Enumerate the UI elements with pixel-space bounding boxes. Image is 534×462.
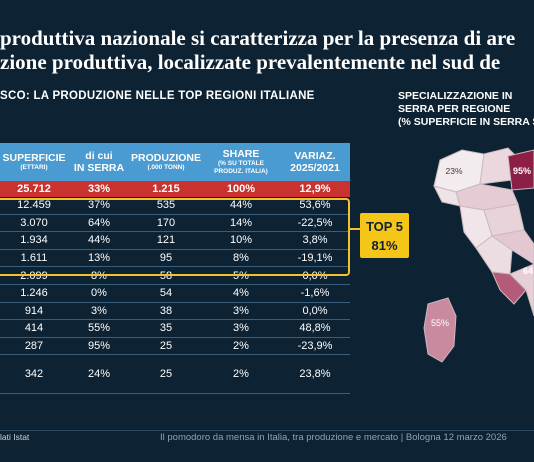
cell-share: 10%: [202, 231, 280, 250]
cell-serra: 95%: [68, 337, 130, 356]
map-title-line-3: (% SUPERFICIE IN SERRA S: [398, 116, 534, 128]
footer-divider: [0, 430, 534, 431]
cell-produzione: 35: [130, 319, 202, 338]
italy-region-map: 23% 95% 64 55%: [423, 147, 534, 363]
footer-caption: Il pomodoro da mensa in Italia, tra prod…: [160, 432, 507, 443]
cell-share: 14%: [202, 214, 280, 233]
table-row: 12.459 37% 535 44% 53,6%: [0, 197, 350, 215]
map-label-c: 64: [523, 266, 533, 276]
cell-variaz: 12,9%: [280, 181, 350, 197]
cell-share: 100%: [202, 181, 280, 197]
table-row: 914 3% 38 3% 0,0%: [0, 302, 350, 321]
map-label-a: 23%: [445, 166, 462, 176]
title-line-1: produttiva nazionale si caratterizza per…: [0, 26, 516, 50]
top5-badge: TOP 5 81%: [360, 213, 409, 258]
cell-serra: 33%: [68, 181, 130, 197]
table-row: 287 95% 25 2% -23,9%: [0, 337, 350, 356]
cell-superficie: 1.934: [0, 231, 68, 250]
cell-share: 44%: [202, 197, 280, 215]
cell-share: 3%: [202, 302, 280, 321]
cell-variaz: 23,8%: [280, 354, 350, 395]
cell-variaz: -1,6%: [280, 284, 350, 303]
table-row: 414 55% 35 3% 48,8%: [0, 319, 350, 338]
col-variaz-header: VARIAZ. 2025/2021: [280, 143, 350, 181]
cell-produzione: 25: [130, 354, 202, 395]
cell-serra: 13%: [68, 249, 130, 268]
cell-variaz: 53,6%: [280, 197, 350, 215]
cell-share: 4%: [202, 284, 280, 303]
cell-produzione: 38: [130, 302, 202, 321]
table-row-total: 25.712 33% 1.215 100% 12,9%: [0, 181, 350, 197]
cell-superficie: 342: [0, 354, 68, 395]
cell-produzione: 25: [130, 337, 202, 356]
cell-produzione: 54: [130, 284, 202, 303]
table-row: 1.611 13% 95 8% -19,1%: [0, 249, 350, 268]
production-table: SUPERFICIE (ETTARI) di cui IN SERRA PRODUZ…: [0, 143, 350, 395]
cell-serra: 24%: [68, 354, 130, 395]
cell-variaz: 0,0%: [280, 302, 350, 321]
map-region-campania: [491, 271, 527, 305]
cell-serra: 0%: [68, 284, 130, 303]
map-label-d: 55%: [431, 318, 449, 328]
map-region-veneto: [507, 149, 534, 191]
table-row: 342 24% 25 2% 23,8%: [0, 354, 350, 395]
top5-badge-value: 81%: [371, 238, 398, 253]
footer-source: lati Istat: [0, 432, 30, 442]
map-title: SPECIALIZZAZIONE IN SERRA PER REGIONE (%…: [398, 90, 534, 129]
table-row: 1.246 0% 54 4% -1,6%: [0, 284, 350, 303]
map-region-south: [509, 263, 534, 317]
cell-superficie: 1.246: [0, 284, 68, 303]
page-title: produttiva nazionale si caratterizza per…: [0, 26, 534, 74]
cell-serra: 37%: [68, 197, 130, 215]
cell-superficie: 287: [0, 337, 68, 356]
cell-serra: 3%: [68, 302, 130, 321]
table-header-row: SUPERFICIE (ETTARI) di cui IN SERRA PRODUZ…: [0, 143, 350, 181]
cell-variaz: -22,5%: [280, 214, 350, 233]
footer: lati Istat Il pomodoro da mensa in Itali…: [0, 424, 534, 462]
map-region-lazio: [475, 235, 513, 275]
top5-connector: [350, 228, 360, 230]
table-title: SCO: LA PRODUZIONE NELLE TOP REGIONI ITA…: [0, 90, 315, 102]
cell-serra: 64%: [68, 214, 130, 233]
cell-superficie: 25.712: [0, 181, 68, 197]
cell-superficie: 914: [0, 302, 68, 321]
cell-produzione: 95: [130, 249, 202, 268]
cell-serra: 44%: [68, 231, 130, 250]
cell-variaz: 3,8%: [280, 231, 350, 250]
col-produzione-header: PRODUZIONE (.000 TONN): [130, 143, 202, 181]
map-label-b: 95%: [513, 166, 531, 176]
top5-badge-title: TOP 5: [365, 219, 404, 234]
cell-superficie: 1.611: [0, 249, 68, 268]
cell-variaz: -19,1%: [280, 249, 350, 268]
col-superficie-header: SUPERFICIE (ETTARI): [0, 143, 68, 181]
cell-share: 2%: [202, 337, 280, 356]
cell-variaz: -23,9%: [280, 337, 350, 356]
table-row: 1.934 44% 121 10% 3,8%: [0, 231, 350, 250]
cell-superficie: 3.070: [0, 214, 68, 233]
map-region-sardinia: [423, 297, 457, 363]
cell-produzione: 121: [130, 231, 202, 250]
cell-variaz: 48,8%: [280, 319, 350, 338]
cell-produzione: 535: [130, 197, 202, 215]
cell-share: 2%: [202, 354, 280, 395]
col-share-header: SHARE (% SU TOTALE PRODUZ. ITALIA): [202, 143, 280, 181]
map-title-line-2: SERRA PER REGIONE: [398, 103, 511, 115]
col-serra-header: di cui IN SERRA: [68, 143, 130, 181]
cell-produzione: 1.215: [130, 181, 202, 197]
table-row: 2.099 8% 58 5% 0,0%: [0, 266, 350, 285]
cell-superficie: 414: [0, 319, 68, 338]
title-line-2: zione produttiva, localizzate prevalente…: [0, 50, 501, 74]
top5-highlight-bracket: [0, 198, 350, 276]
cell-produzione: 170: [130, 214, 202, 233]
map-title-line-1: SPECIALIZZAZIONE IN: [398, 90, 513, 102]
table-row: 3.070 64% 170 14% -22,5%: [0, 214, 350, 233]
cell-superficie: 12.459: [0, 197, 68, 215]
cell-share: 3%: [202, 319, 280, 338]
cell-share: 8%: [202, 249, 280, 268]
map-region-abruzzo: [490, 229, 534, 265]
cell-serra: 55%: [68, 319, 130, 338]
